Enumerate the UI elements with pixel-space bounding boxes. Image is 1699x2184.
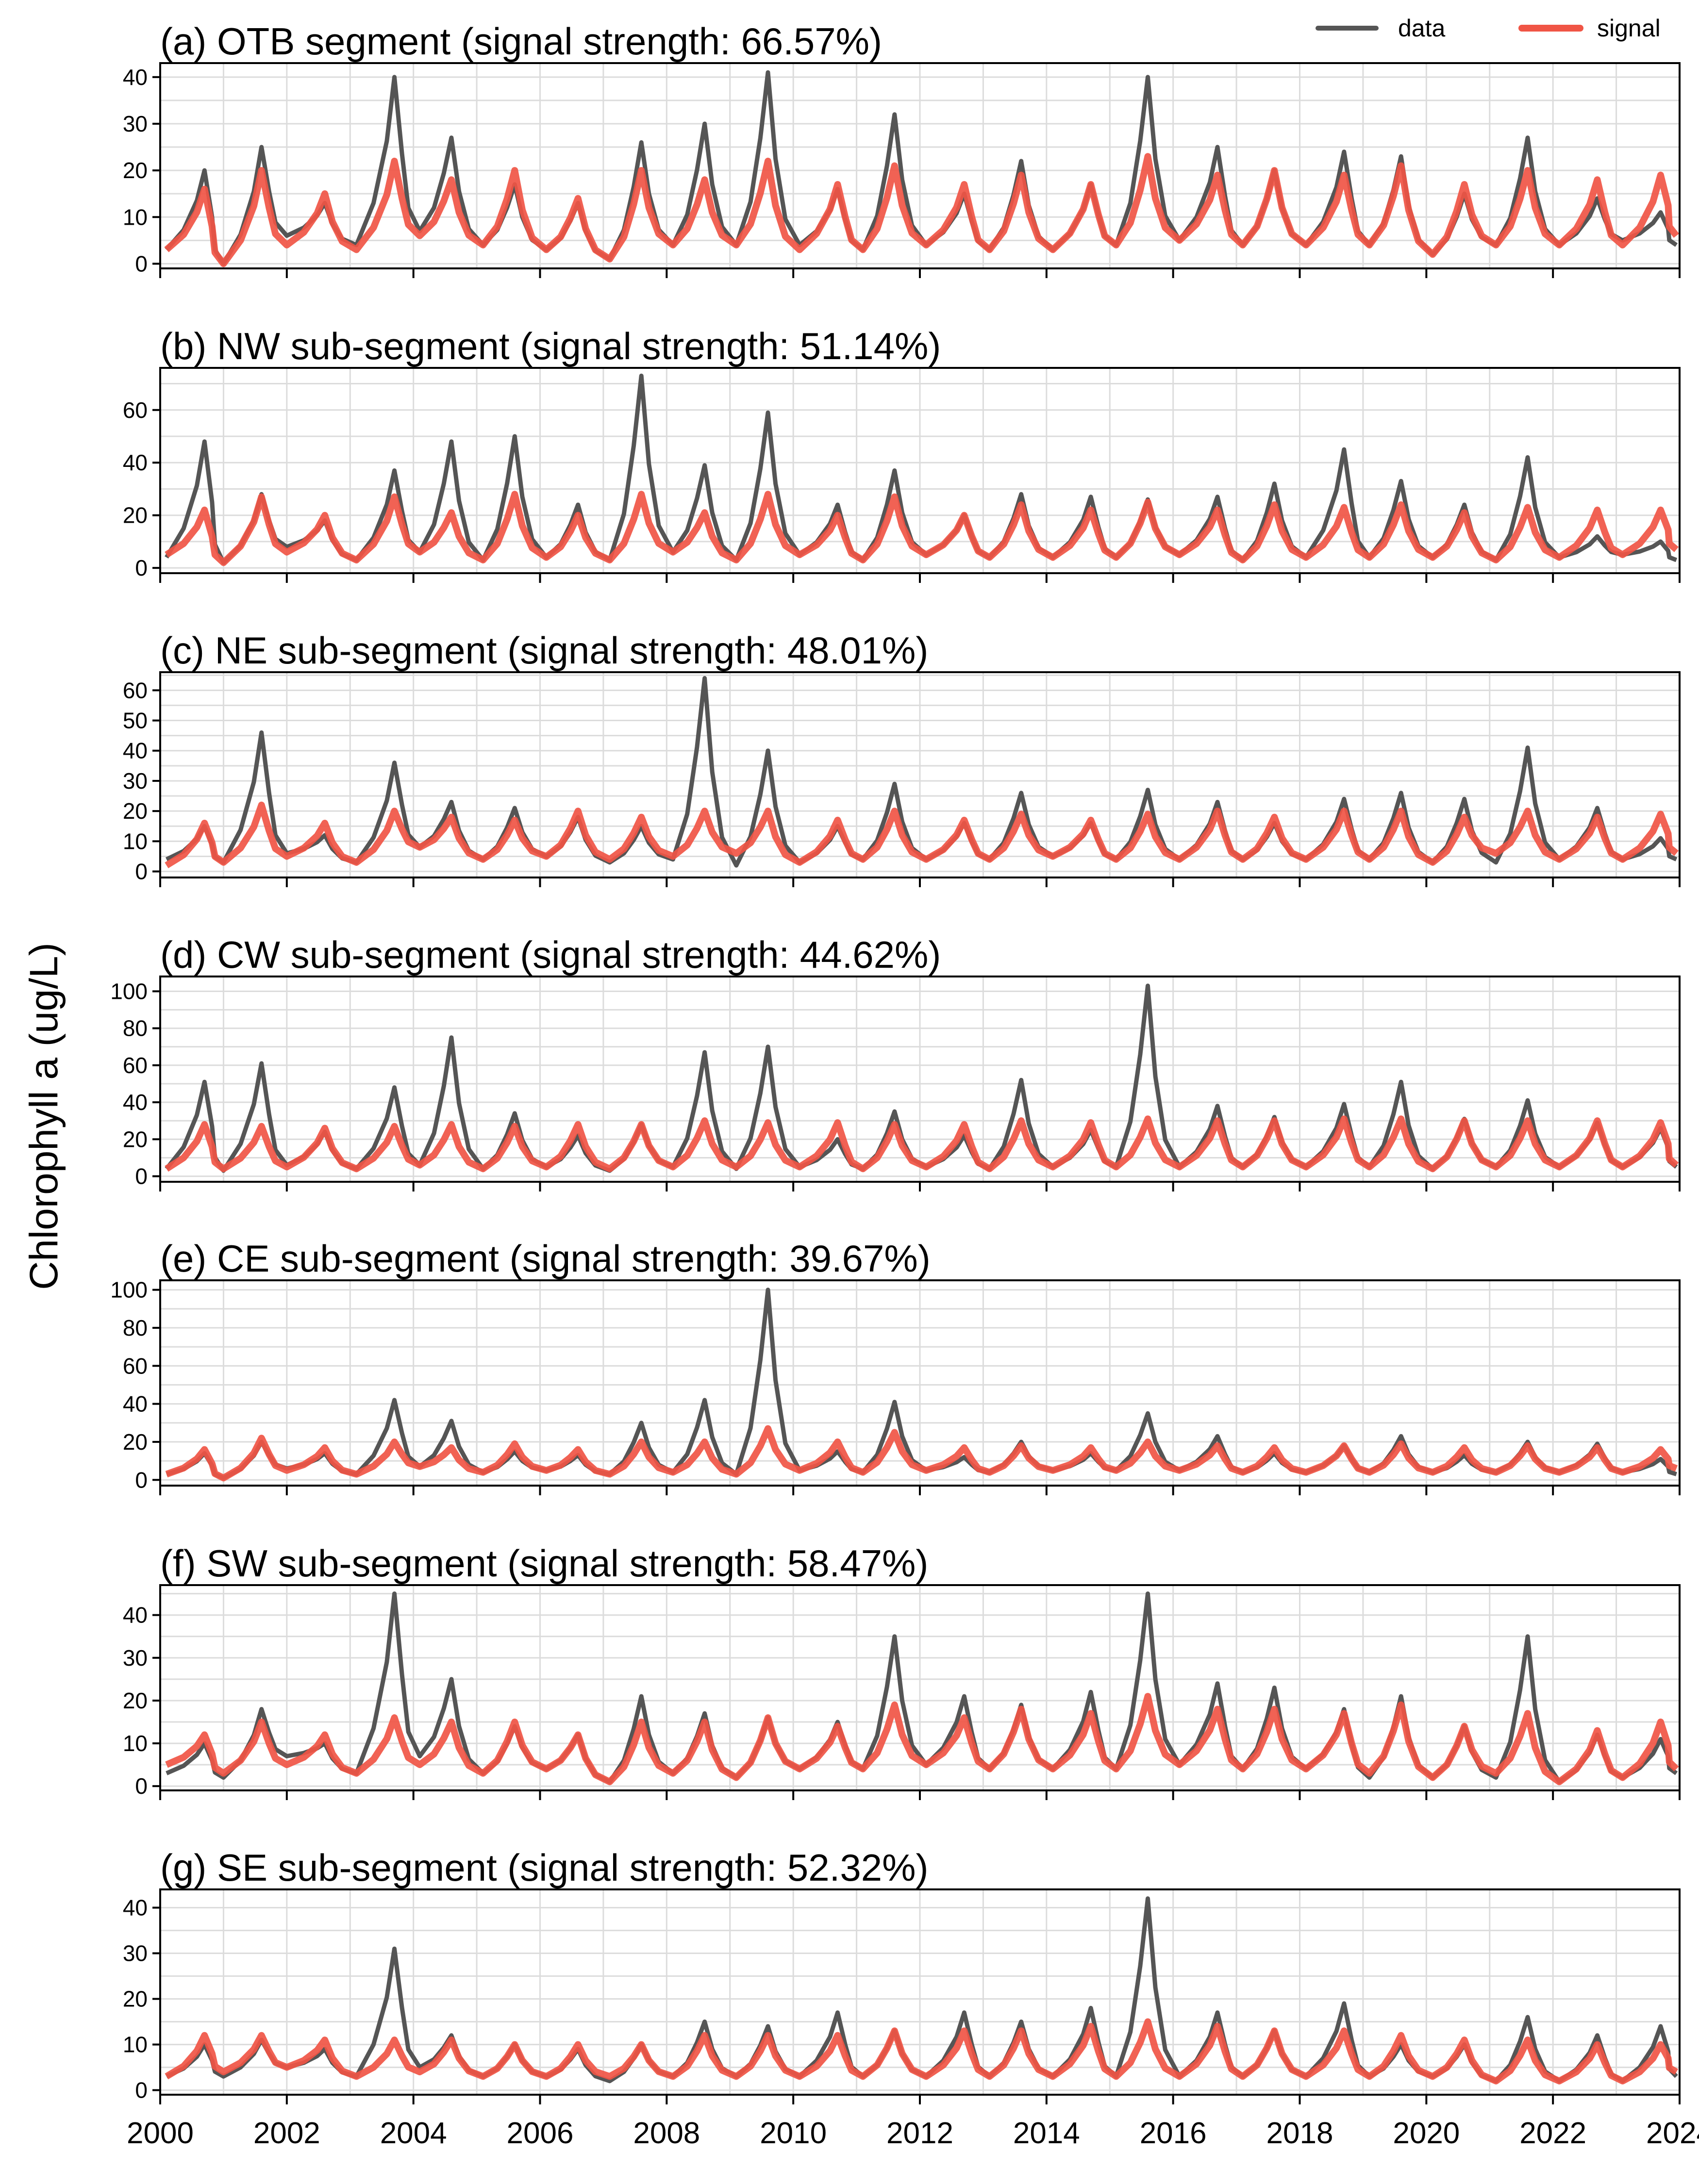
series-signal-line xyxy=(165,1425,1678,1482)
y-tick-label: 40 xyxy=(123,1895,148,1920)
panel-title: (a) OTB segment (signal strength: 66.57%… xyxy=(160,20,882,63)
panel-title: (c) NE sub-segment (signal strength: 48.… xyxy=(160,629,928,672)
y-tick-label: 80 xyxy=(123,1016,148,1041)
y-tick-label: 0 xyxy=(135,859,148,884)
series-signal-line xyxy=(164,153,1680,267)
y-tick-label: 100 xyxy=(110,978,148,1004)
series-signal-line xyxy=(165,1115,1679,1173)
x-tick-label: 2006 xyxy=(507,2117,574,2150)
y-tick-label: 20 xyxy=(123,1688,148,1713)
panel-0: 0 10 20 30 40 (a) OTB segment (signal strengt… xyxy=(123,20,1681,278)
panel-3: 0 20 40 60 80 100 (d) CW sub-segment (signal s… xyxy=(110,933,1681,1191)
panel-title: (b) NW sub-segment (signal strength: 51.… xyxy=(160,325,941,367)
y-tick-label: 0 xyxy=(135,1773,148,1799)
series-signal-line xyxy=(165,2018,1679,2085)
y-tick-label: 50 xyxy=(123,708,148,733)
x-tick-label: 2012 xyxy=(886,2117,953,2150)
y-tick-label: 10 xyxy=(123,2032,148,2057)
x-tick-label: 2020 xyxy=(1393,2117,1460,2150)
y-tick-label: 20 xyxy=(123,503,148,528)
x-tick-label: 2016 xyxy=(1140,2117,1207,2150)
y-tick-label: 20 xyxy=(123,1986,148,2012)
x-tick-label: 2022 xyxy=(1519,2117,1586,2150)
y-tick-label: 60 xyxy=(123,397,148,423)
y-tick-label: 0 xyxy=(135,1467,148,1492)
panel-title: (f) SW sub-segment (signal strength: 58.… xyxy=(160,1542,928,1585)
y-tick-label: 30 xyxy=(123,1645,148,1671)
series-signal-line xyxy=(165,1693,1679,1786)
panel-4: 0 20 40 60 80 100 (e) CE sub-segment (signal s… xyxy=(110,1237,1681,1495)
y-tick-label: 80 xyxy=(123,1315,148,1340)
panels: 0 10 20 30 40 (a) OTB segment (signal strengt… xyxy=(110,20,1681,2104)
y-tick-label: 40 xyxy=(123,1391,148,1417)
x-tick-label: 2010 xyxy=(760,2117,827,2150)
x-tick-label: 2018 xyxy=(1266,2117,1333,2150)
y-tick-label: 30 xyxy=(123,111,148,136)
legend: data signal xyxy=(1316,15,1661,42)
y-tick-label: 60 xyxy=(123,678,148,703)
y-tick-label: 20 xyxy=(123,158,148,183)
y-tick-label: 60 xyxy=(123,1353,148,1378)
panel-2: 0 10 20 30 40 50 60 (c) NE sub-segment (signal … xyxy=(123,629,1681,887)
panel-5: 0 10 20 30 40 (f) SW sub-segment (signal stre… xyxy=(123,1542,1681,1800)
y-tick-label: 20 xyxy=(123,798,148,824)
y-tick-label: 30 xyxy=(123,768,148,794)
legend-signal-label: signal xyxy=(1597,15,1661,42)
y-tick-label: 40 xyxy=(123,738,148,763)
x-tick-label: 2014 xyxy=(1013,2117,1080,2150)
y-tick-label: 0 xyxy=(135,251,148,276)
y-tick-label: 10 xyxy=(123,828,148,854)
y-tick-label: 20 xyxy=(123,1126,148,1152)
series-signal-line xyxy=(165,801,1679,869)
y-tick-label: 100 xyxy=(110,1277,148,1303)
x-tick-label: 2004 xyxy=(380,2117,447,2150)
y-tick-label: 0 xyxy=(135,1164,148,1189)
y-tick-label: 20 xyxy=(123,1429,148,1455)
panel-title: (d) CW sub-segment (signal strength: 44.… xyxy=(160,933,941,976)
panel-1: 0 20 40 60 (b) NW sub-segment (signal streng… xyxy=(123,325,1681,583)
y-tick-label: 60 xyxy=(123,1053,148,1078)
x-tick-label: 2024 xyxy=(1646,2117,1699,2150)
x-axis: 2000 2002 2004 2006 2008 2010 2012 2014 2016 2018… xyxy=(127,2117,1699,2150)
x-tick-label: 2008 xyxy=(633,2117,700,2150)
y-tick-label: 40 xyxy=(123,1603,148,1628)
x-tick-label: 2002 xyxy=(253,2117,320,2150)
y-axis-label: Chlorophyll a (ug/L) xyxy=(22,943,66,1290)
y-tick-label: 40 xyxy=(123,65,148,90)
y-tick-label: 10 xyxy=(123,204,148,230)
panel-title: (g) SE sub-segment (signal strength: 52.… xyxy=(160,1846,928,1889)
panel-title: (e) CE sub-segment (signal strength: 39.… xyxy=(160,1237,931,1280)
y-tick-label: 40 xyxy=(123,1090,148,1115)
y-tick-label: 0 xyxy=(135,555,148,580)
panel-6: 0 10 20 30 40 (g) SE sub-segment (signal stre… xyxy=(123,1846,1681,2104)
x-tick-label: 2000 xyxy=(127,2117,194,2150)
y-tick-label: 0 xyxy=(135,2078,148,2103)
series-signal-line xyxy=(165,491,1679,566)
y-tick-label: 40 xyxy=(123,450,148,475)
y-tick-label: 10 xyxy=(123,1731,148,1756)
legend-data-label: data xyxy=(1398,15,1446,42)
y-tick-label: 30 xyxy=(123,1941,148,1966)
